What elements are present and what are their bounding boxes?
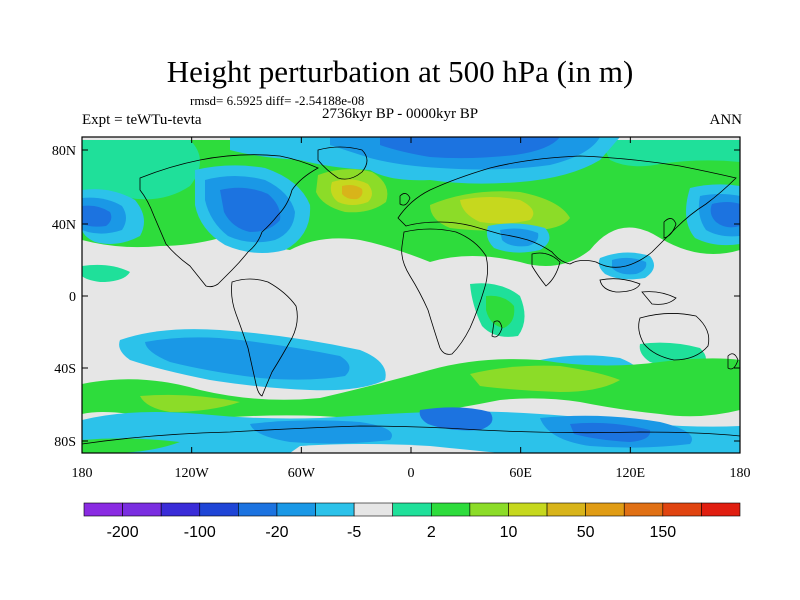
colorbar-swatch (392, 502, 432, 517)
lon-label: 180 (72, 466, 93, 481)
colorbar-label: -200 (107, 524, 139, 541)
colorbar-swatch (546, 502, 586, 517)
lon-label: 0 (408, 466, 415, 481)
season-label: ANN (709, 112, 743, 128)
colorbar-label: -20 (265, 524, 288, 541)
lon-label: 180 (730, 466, 751, 481)
colorbar-swatch (315, 502, 355, 517)
lat-label: 0 (69, 290, 76, 305)
colorbar-swatch (469, 502, 509, 517)
colorbar-label: -5 (347, 524, 361, 541)
colorbar-swatch (623, 502, 664, 517)
contour-field (82, 137, 740, 453)
longitude-axis: 180 120W 60W 0 60E 120E 180 (72, 137, 751, 481)
colorbar-swatch (83, 502, 123, 517)
colorbar-swatch (160, 502, 201, 517)
colorbar-swatch (353, 502, 394, 517)
colorbar-swatch (238, 502, 278, 517)
lat-label: 40S (54, 362, 76, 377)
colorbar-label: -100 (184, 524, 216, 541)
colorbar-swatch (662, 502, 702, 517)
colorbar-swatch (508, 502, 548, 517)
stats-line: rmsd= 6.5925 diff= -2.54188e-08 (190, 93, 365, 108)
colorbar-swatch (701, 502, 741, 517)
colorbar-swatch (585, 502, 625, 517)
colorbar-labels: -200 -100 -20 -5 2 10 50 150 (107, 524, 677, 541)
colorbar-label: 10 (500, 524, 518, 541)
coastlines (82, 146, 740, 445)
colorbar-swatch (430, 502, 471, 517)
lon-label: 60W (288, 466, 316, 481)
lon-label: 60E (509, 466, 532, 481)
lat-label: 40N (52, 218, 76, 233)
colorbar (83, 502, 741, 517)
colorbar-label: 50 (577, 524, 595, 541)
colorbar-label: 2 (427, 524, 436, 541)
colorbar-swatch (276, 502, 316, 517)
colorbar-swatch (122, 502, 162, 517)
latitude-axis: 80N 40N 0 40S 80S (52, 144, 740, 450)
chart-title: Height perturbation at 500 hPa (in m) (166, 54, 634, 89)
lat-label: 80N (52, 144, 76, 159)
colorbar-label: 150 (649, 524, 676, 541)
lon-label: 120E (616, 466, 646, 481)
lon-label: 120W (175, 466, 210, 481)
lat-label: 80S (54, 435, 76, 450)
colorbar-swatch (199, 502, 239, 517)
period-label: 2736kyr BP - 0000kyr BP (322, 106, 479, 122)
experiment-label: Expt = teWTu-tevta (82, 112, 202, 128)
